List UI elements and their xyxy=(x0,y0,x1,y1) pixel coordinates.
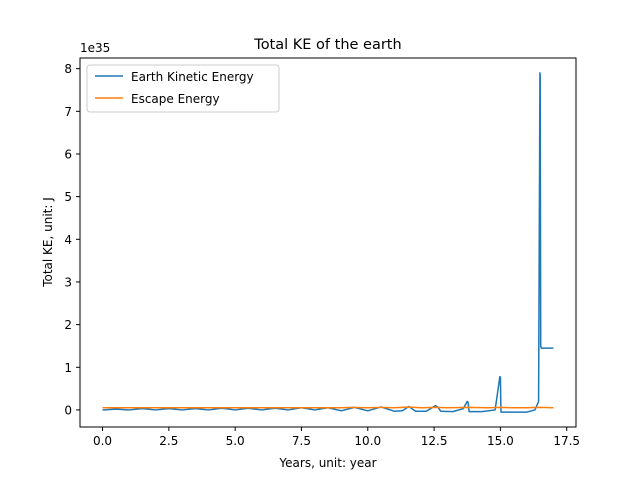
y-axis-label: Total KE, unit: J xyxy=(41,197,55,288)
y-tick-label: 4 xyxy=(64,233,72,247)
y-tick-label: 1 xyxy=(64,361,72,375)
series-line-earth-kinetic-energy xyxy=(102,72,554,413)
x-tick-label: 0.0 xyxy=(93,434,112,448)
chart-title: Total KE of the earth xyxy=(253,37,401,53)
plot-lines xyxy=(102,72,554,413)
series-line-escape-energy xyxy=(102,406,554,409)
y-tick-label: 0 xyxy=(64,403,72,417)
y-tick-label: 3 xyxy=(64,275,72,289)
x-tick-label: 17.5 xyxy=(553,434,580,448)
axes-frame xyxy=(79,57,577,428)
y-offset-label: 1e35 xyxy=(80,41,110,55)
y-tick-label: 2 xyxy=(64,318,72,332)
y-tick-label: 7 xyxy=(64,105,72,119)
x-tick-label: 12.5 xyxy=(421,434,448,448)
x-tick-label: 5.0 xyxy=(226,434,245,448)
x-tick-label: 15.0 xyxy=(487,434,514,448)
legend-label-earth-ke: Earth Kinetic Energy xyxy=(131,70,254,84)
x-tick-label: 2.5 xyxy=(159,434,178,448)
y-tick-label: 5 xyxy=(64,190,72,204)
y-tick-label: 8 xyxy=(64,62,72,76)
x-tick-label: 7.5 xyxy=(292,434,311,448)
x-axis-label: Years, unit: year xyxy=(278,456,376,470)
legend-box xyxy=(86,64,280,113)
legend-label-escape-energy: Escape Energy xyxy=(131,92,220,106)
legend: Earth Kinetic Energy Escape Energy xyxy=(86,64,280,113)
x-tick-label: 10.0 xyxy=(354,434,381,448)
x-axis-ticks: 0.0 2.5 5.0 7.5 10.0 12.5 15.0 17.5 xyxy=(93,427,580,448)
y-axis-ticks: 0 1 2 3 4 5 6 7 8 xyxy=(64,62,80,417)
y-tick-label: 6 xyxy=(64,147,72,161)
